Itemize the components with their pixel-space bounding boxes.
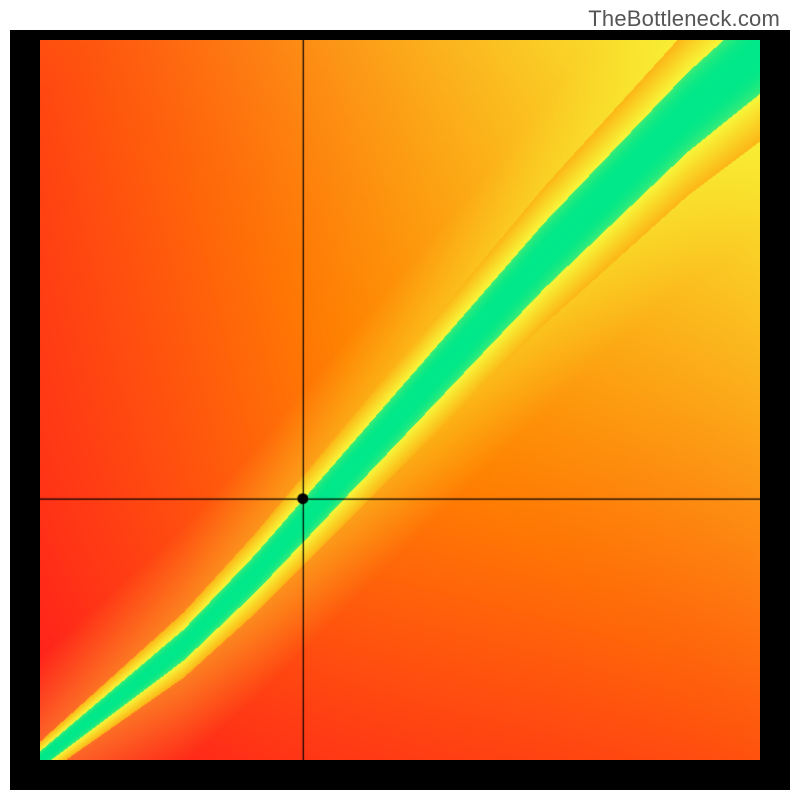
watermark-text: TheBottleneck.com — [588, 6, 780, 32]
crosshair-overlay — [40, 40, 760, 760]
root-container: TheBottleneck.com — [0, 0, 800, 800]
